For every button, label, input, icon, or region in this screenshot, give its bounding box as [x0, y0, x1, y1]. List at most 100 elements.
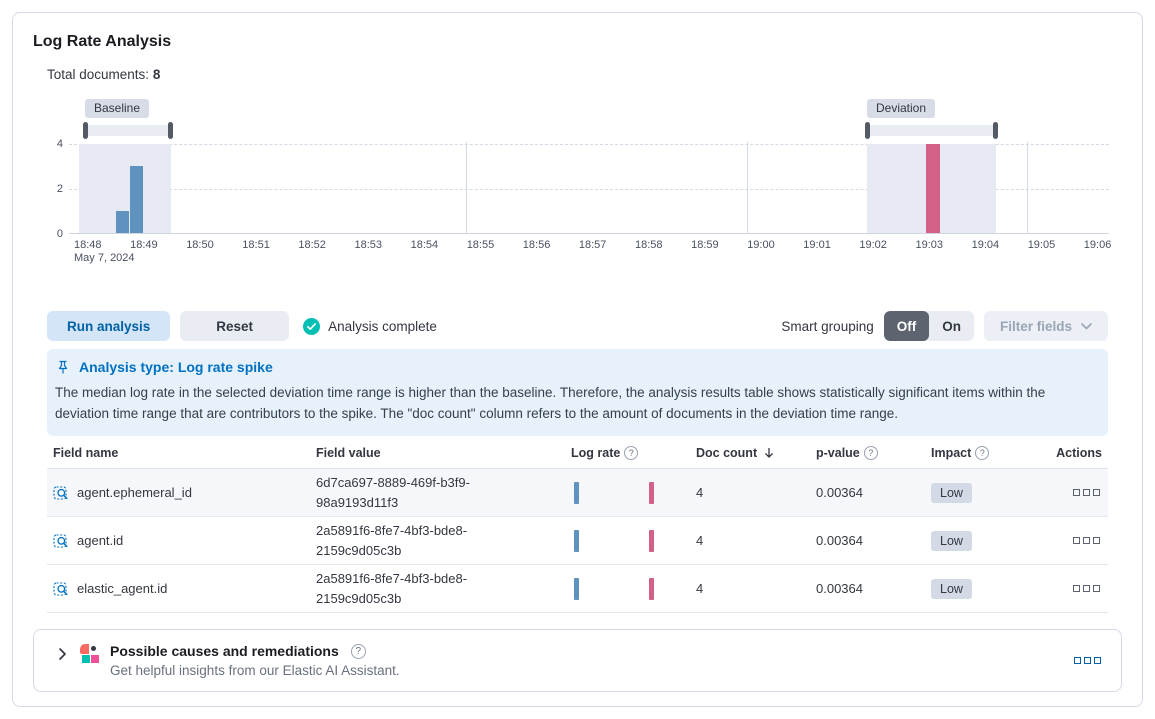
analysis-status-label: Analysis complete [328, 318, 437, 334]
baseline-mini-bar [574, 529, 579, 552]
row-actions-icon[interactable] [1073, 585, 1100, 592]
deviation-mini-bar [649, 577, 654, 600]
field-name: agent.ephemeral_id [77, 485, 192, 500]
deviation-mini-bar [649, 529, 654, 552]
impact-badge: Low [931, 578, 972, 599]
help-icon[interactable] [350, 643, 366, 659]
smart-grouping-label: Smart grouping [781, 318, 874, 334]
row-actions-icon[interactable] [1073, 537, 1100, 544]
deviation-mini-bar [649, 481, 654, 504]
log-rate-analysis-panel: Log Rate Analysis Total documents: 8 Bas… [12, 12, 1143, 707]
field-name: elastic_agent.id [77, 581, 168, 596]
log-rate-mini-chart [567, 481, 692, 505]
gridline [466, 142, 467, 234]
row-actions-icon[interactable] [1073, 489, 1100, 496]
baseline-mini-bar [574, 481, 579, 504]
chevron-right-icon [59, 648, 66, 660]
analysis-results-table: Field name Field value Log rate Doc coun… [47, 446, 1108, 613]
header-p-value[interactable]: p-value [812, 446, 927, 460]
accordion-texts: Possible causes and remediations Get hel… [110, 643, 400, 678]
callout-body: The median log rate in the selected devi… [55, 385, 1046, 421]
deviation-brush[interactable] [865, 122, 998, 139]
controls-right: Smart grouping Off On Filter fields [781, 311, 1108, 341]
header-doc-count[interactable]: Doc count [692, 446, 812, 460]
smart-grouping-toggle: Off On [883, 311, 974, 341]
callout-title-row: Analysis type: Log rate spike [55, 359, 1094, 375]
deviation-brush-right-handle[interactable] [993, 122, 998, 139]
page-title: Log Rate Analysis [33, 33, 172, 50]
header-field-value[interactable]: Field value [316, 446, 381, 460]
table-row: agent.ephemeral_id 6d7ca697-8889-469f-b3… [47, 469, 1108, 517]
header-field-name[interactable]: Field name [53, 446, 119, 460]
y-tick: 0 [56, 228, 63, 240]
field-value: 2a5891f6-8fe7-4bf3-bde8-2159c9d05c3b [316, 571, 468, 606]
field-value: 6d7ca697-8889-469f-b3f9-98a9193d11f3 [316, 475, 470, 510]
results-table-body: agent.ephemeral_id 6d7ca697-8889-469f-b3… [47, 469, 1108, 613]
reset-button[interactable]: Reset [180, 311, 290, 341]
pin-icon [58, 360, 68, 374]
deviation-badge: Deviation [867, 99, 936, 118]
baseline-brush-left-handle[interactable] [83, 122, 88, 139]
baseline-brush[interactable] [83, 122, 173, 139]
x-tick: 18:49 [130, 239, 158, 251]
total-documents-value: 8 [152, 67, 161, 82]
log-rate-mini-chart [567, 577, 692, 601]
gridline [69, 144, 1109, 145]
x-axis-date-label: May 7, 2024 [74, 252, 135, 264]
y-tick: 4 [56, 138, 63, 150]
x-tick: 19:01 [803, 239, 831, 251]
gridline [1027, 142, 1028, 234]
table-row: elastic_agent.id 2a5891f6-8fe7-4bf3-bde8… [47, 565, 1108, 613]
run-analysis-button[interactable]: Run analysis [47, 311, 171, 341]
callout-title: Analysis type: Log rate spike [79, 359, 273, 375]
x-tick: 19:06 [1083, 239, 1112, 251]
x-tick: 18:57 [578, 239, 607, 251]
baseline-brush-right-handle[interactable] [168, 122, 173, 139]
x-tick: 18:52 [298, 239, 326, 251]
x-tick: 18:53 [354, 239, 383, 251]
gridline [69, 189, 1109, 190]
x-tick: 18:51 [242, 239, 270, 251]
filter-fields-button[interactable]: Filter fields [983, 311, 1108, 341]
smart-grouping-on-button[interactable]: On [929, 311, 974, 341]
analysis-status: Analysis complete [303, 317, 437, 335]
accordion-subtitle: Get helpful insights from our Elastic AI… [110, 663, 400, 678]
impact-badge: Low [931, 482, 972, 503]
x-tick: 18:50 [186, 239, 214, 251]
field-value: 2a5891f6-8fe7-4bf3-bde8-2159c9d05c3b [316, 523, 468, 558]
chevron-down-icon [1081, 322, 1092, 329]
x-tick: 18:48 [74, 239, 102, 251]
accordion-actions-icon[interactable] [1074, 657, 1101, 664]
gridline [747, 142, 748, 234]
field-filter-icon[interactable] [53, 485, 69, 501]
baseline-bar [130, 166, 143, 234]
field-filter-icon[interactable] [53, 581, 69, 597]
x-tick: 19:03 [915, 239, 944, 251]
log-rate-mini-chart [567, 529, 692, 553]
deviation-brush-left-handle[interactable] [865, 122, 870, 139]
field-filter-icon[interactable] [53, 533, 69, 549]
baseline-mini-bar [574, 577, 579, 600]
table-header: Field name Field value Log rate Doc coun… [47, 446, 1108, 469]
doc-count: 4 [696, 581, 704, 596]
possible-causes-accordion: Possible causes and remediations Get hel… [33, 629, 1122, 692]
info-icon[interactable] [624, 446, 639, 460]
doc-count: 4 [696, 533, 704, 548]
total-documents-label: Total documents: [47, 67, 150, 82]
p-value: 0.00364 [816, 533, 863, 548]
field-name: agent.id [77, 533, 124, 548]
info-icon[interactable] [975, 446, 990, 460]
x-tick: 18:55 [466, 239, 495, 251]
info-icon[interactable] [863, 446, 878, 460]
controls-row: Run analysis Reset Analysis complete Sma… [47, 311, 1108, 341]
header-impact[interactable]: Impact [927, 446, 1042, 460]
p-value: 0.00364 [816, 581, 863, 596]
header-log-rate[interactable]: Log rate [567, 446, 692, 460]
p-value: 0.00364 [816, 485, 863, 500]
accordion-expand-button[interactable] [54, 646, 70, 662]
x-axis-line [69, 233, 1109, 234]
impact-badge: Low [931, 530, 972, 551]
x-tick: 18:54 [410, 239, 439, 251]
smart-grouping-off-button[interactable]: Off [883, 311, 930, 341]
